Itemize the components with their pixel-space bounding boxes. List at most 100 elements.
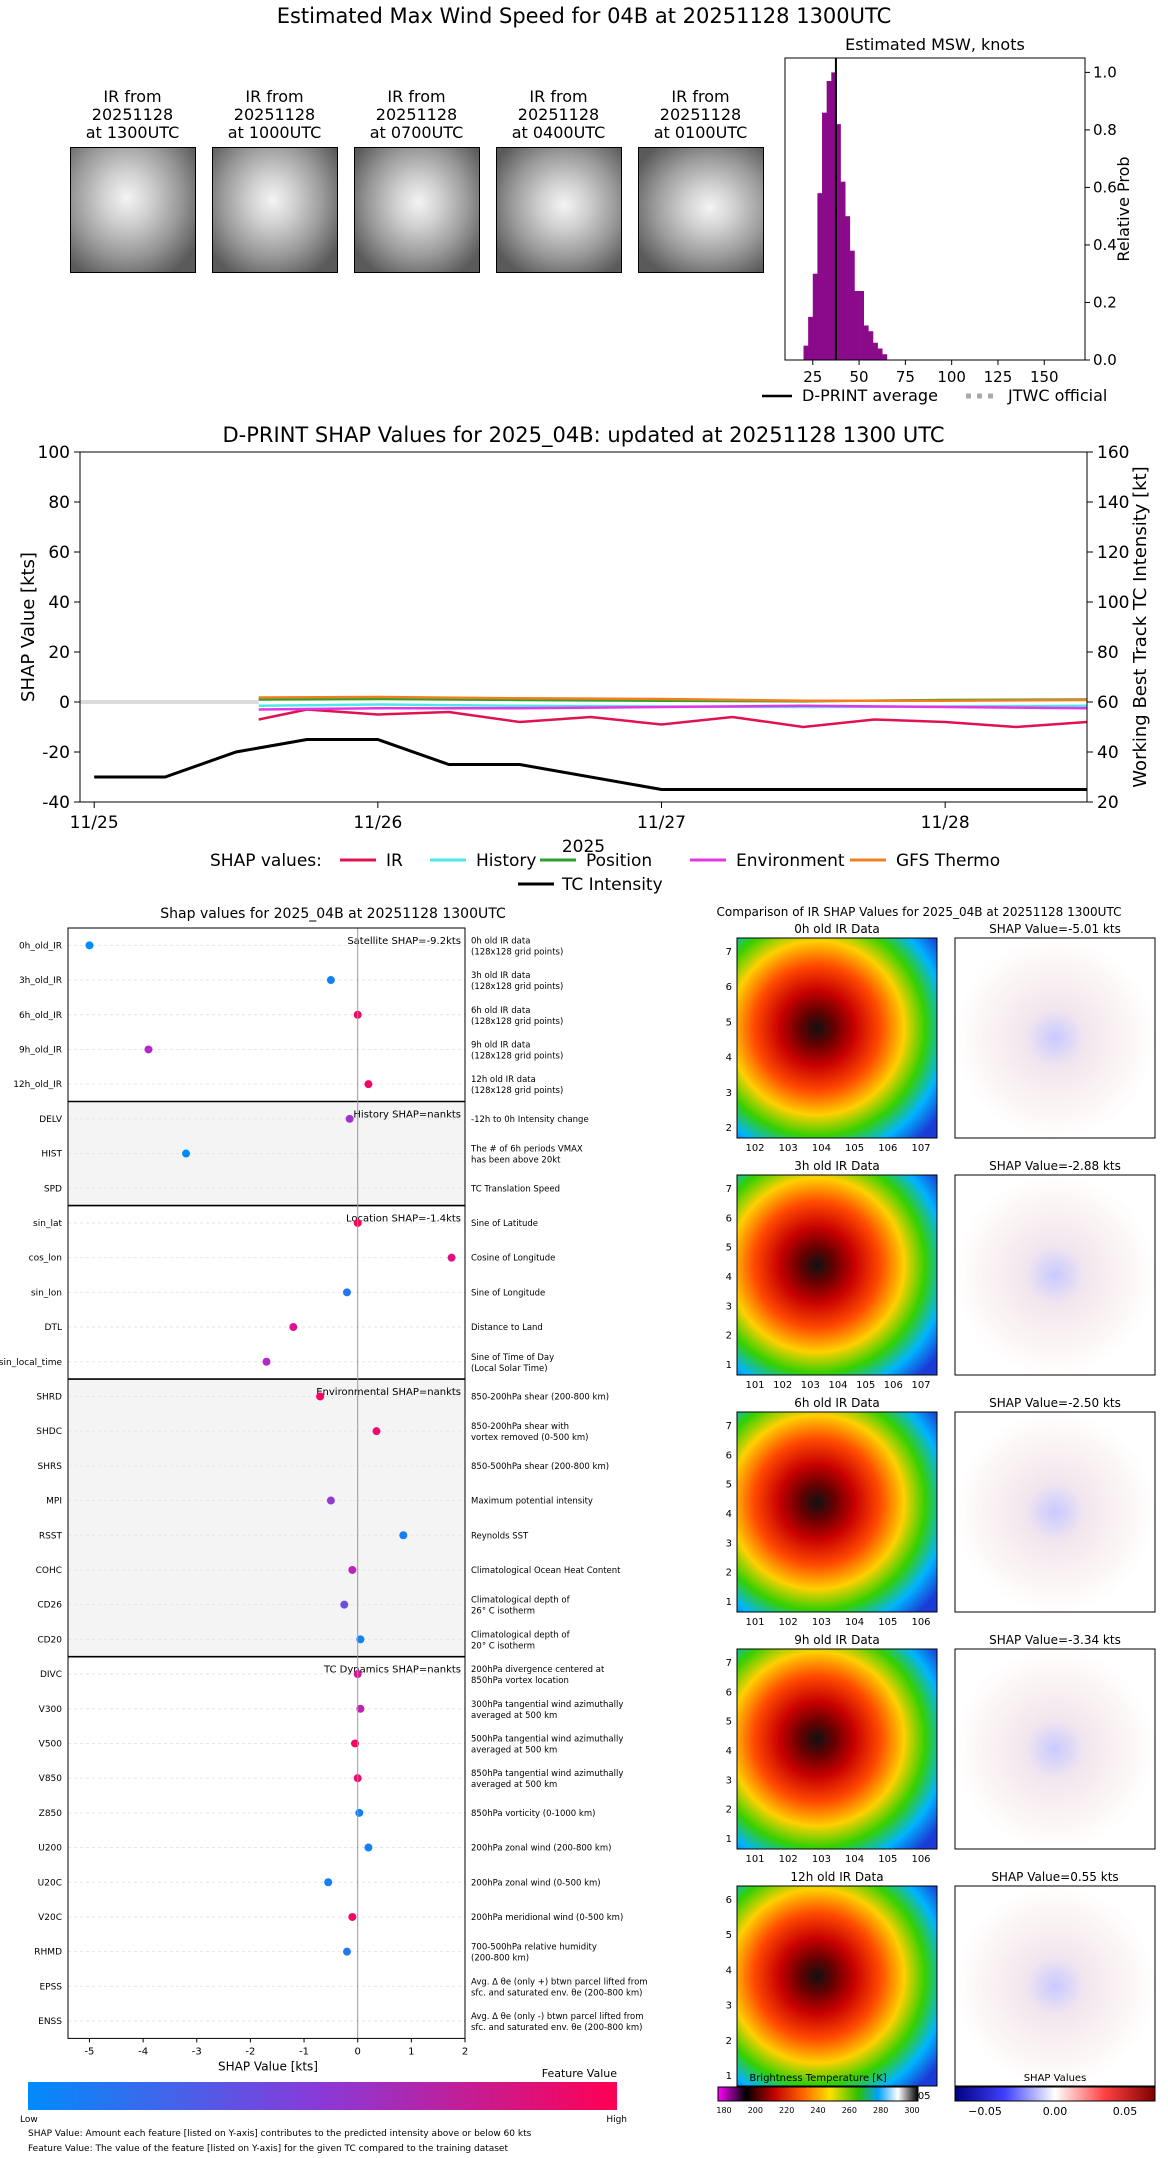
histogram-ylabel: Relative Prob (1114, 156, 1133, 261)
legend-label: IR (386, 851, 403, 871)
main-title: Estimated Max Wind Speed for 04B at 2025… (276, 4, 892, 28)
feature-point (356, 1704, 365, 1713)
feature-name: MPI (46, 1497, 62, 1507)
ir-thumb-label-line3: at 0100UTC (653, 123, 748, 142)
x-tick-label: -2 (245, 2046, 255, 2057)
feature-desc: 200hPa zonal wind (0-500 km) (471, 1878, 601, 1888)
feature-name: Z850 (39, 1809, 63, 1819)
feature-desc: 20° C isotherm (471, 1641, 535, 1651)
feature-desc: 850-500hPa shear (200-800 km) (471, 1462, 609, 1472)
group-shap-label: Satellite SHAP=-9.2kts (347, 936, 461, 947)
footnote-line1: SHAP Value: Amount each feature [listed … (28, 2129, 532, 2139)
feature-desc: 850hPa vortex location (471, 1676, 569, 1686)
y-tick-label: 0.8 (1093, 121, 1117, 139)
series-line-ir (258, 708, 1088, 729)
histogram-bar (817, 193, 823, 360)
ir-thumbnail-image (354, 147, 480, 273)
feature-desc: 200hPa divergence centered at (471, 1665, 605, 1675)
feature-desc: (128x128 grid points) (471, 1086, 563, 1096)
bt-colorbar-tick: 300 (904, 2106, 919, 2115)
series-line-gfs (258, 695, 1088, 703)
feature-desc: Sine of Latitude (471, 1219, 538, 1229)
histogram-bar (859, 290, 865, 360)
group-shap-label: History SHAP=nankts (353, 1110, 461, 1121)
group-shap-label: Location SHAP=-1.4kts (346, 1214, 461, 1225)
legend-label: History (476, 851, 536, 871)
histogram-bar (868, 331, 874, 360)
ir-y-tick-label: 5 (726, 1930, 732, 1941)
y-right-tick-label: 60 (1097, 693, 1119, 713)
feature-desc: 6h old IR data (471, 1006, 530, 1016)
feature-desc: Distance to Land (471, 1323, 543, 1333)
bt-colorbar-tick: 180 (716, 2106, 731, 2115)
feature-bar-title: Feature Value (542, 2067, 618, 2080)
feature-desc: 200hPa zonal wind (200-800 km) (471, 1844, 611, 1854)
feature-chart-title: Shap values for 2025_04B at 20251128 130… (160, 906, 506, 922)
ir-y-tick-label: 1 (726, 1360, 732, 1371)
ir-thumb-label-line1: IR from (103, 87, 162, 106)
shap-colorbar-tick: 0.00 (1043, 2105, 1068, 2118)
shap-colorbar-label: SHAP Values (1024, 2073, 1087, 2084)
series-line-environment (258, 704, 1088, 711)
shap-timeseries-chart: D-PRINT SHAP Values for 2025_04B: update… (18, 423, 1151, 895)
x-tick-label: 75 (896, 368, 915, 386)
ir-y-tick-label: 4 (726, 1965, 732, 1976)
feature-point (447, 1253, 456, 1262)
ir-panel-title: 0h old IR Data (794, 922, 880, 936)
group-shap-label: Environmental SHAP=nankts (316, 1387, 461, 1398)
timeseries-xlabel: 2025 (562, 837, 605, 857)
feature-name: V300 (39, 1705, 63, 1715)
legend-prefix: SHAP values: (210, 851, 322, 871)
y-tick-label: 1.0 (1093, 63, 1117, 81)
y-right-tick-label: 20 (1097, 793, 1119, 813)
histogram-bar (845, 216, 851, 360)
histogram-frame (784, 57, 1086, 361)
shap-image-panel (954, 937, 1156, 1139)
feature-name: SHRS (38, 1462, 63, 1472)
x-tick-label: -4 (138, 2046, 148, 2057)
feature-name: ENSS (38, 2017, 62, 2027)
ir-thumb-label: IR from 20251128 at 0400UTC (486, 88, 631, 142)
x-tick-label: 25 (803, 368, 822, 386)
ir-x-tick-label: 105 (845, 1143, 864, 1154)
feature-desc: -12h to 0h Intensity change (471, 1115, 589, 1125)
histogram-bar (882, 354, 888, 360)
ir-thumbnail-image (212, 147, 338, 273)
feature-point (355, 1808, 364, 1817)
histogram-title: Estimated MSW, knots (845, 35, 1025, 54)
y-right-tick-label: 140 (1097, 493, 1129, 513)
feature-point (364, 1843, 373, 1852)
x-tick-label: -3 (192, 2046, 202, 2057)
feature-desc: averaged at 500 km (471, 1780, 557, 1790)
feature-desc: 850-200hPa shear (200-800 km) (471, 1392, 609, 1402)
ir-y-tick-label: 5 (726, 1480, 732, 1491)
x-tick-label: 2 (462, 2046, 468, 2057)
ir-thumb-label: IR from 20251128 at 0100UTC (628, 88, 773, 142)
x-tick-label: -1 (299, 2046, 309, 2057)
ir-thumb-label-line2: 20251128 (91, 105, 174, 124)
feature-name: DELV (39, 1115, 63, 1125)
feature-chart-frame (67, 927, 466, 2039)
histogram-bar (877, 348, 883, 360)
feature-desc: 12h old IR data (471, 1075, 536, 1085)
y-right-tick-label: 160 (1097, 443, 1129, 463)
histogram-bar (849, 250, 855, 360)
bt-colorbar (717, 2086, 919, 2102)
feature-desc: 850hPa vorticity (0-1000 km) (471, 1809, 595, 1819)
shap-panel-title: SHAP Value=0.55 kts (991, 1870, 1118, 1884)
histogram-bar (831, 72, 837, 360)
legend-label: Position (586, 851, 652, 871)
feature-point (324, 1878, 333, 1887)
ir-x-tick-label: 102 (745, 1143, 764, 1154)
feature-desc: 300hPa tangential wind azimuthally (471, 1700, 623, 1710)
feature-point (342, 1288, 351, 1297)
ir-thumb-label-line2: 20251128 (375, 105, 458, 124)
ir-panel-title: 6h old IR Data (794, 1396, 880, 1410)
feature-name: U20C (38, 1878, 62, 1888)
feature-desc: Climatological Ocean Heat Content (471, 1566, 621, 1576)
ir-image-panel (736, 937, 938, 1139)
feature-point (364, 1080, 373, 1089)
ir-thumbnail-image (496, 147, 622, 273)
feature-name: RHMD (34, 1948, 62, 1958)
ir-x-tick-label: 102 (773, 1380, 792, 1391)
